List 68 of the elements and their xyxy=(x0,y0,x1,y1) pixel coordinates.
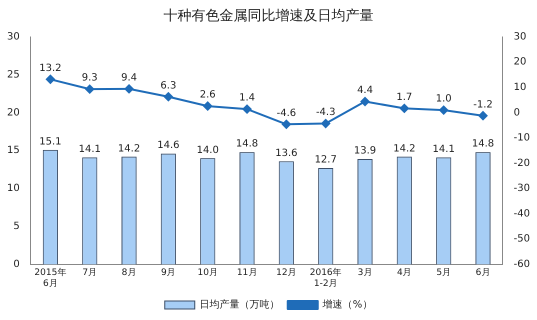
data-label: 1.7 xyxy=(396,92,412,103)
data-label: 15.1 xyxy=(39,136,62,148)
data-label: -4.3 xyxy=(316,107,336,118)
x-tick-label: 11月 xyxy=(236,268,258,278)
point xyxy=(400,104,409,113)
x-tick-label: 8月 xyxy=(122,268,136,278)
y2-tick-label: 30 xyxy=(514,31,526,42)
point xyxy=(203,102,212,111)
y2-tick-label: -40 xyxy=(514,208,530,220)
x-tick-label: 7月 xyxy=(82,268,98,278)
x-tick-label: 5月 xyxy=(436,268,452,278)
data-label: 9.4 xyxy=(121,72,137,84)
data-label: 14.2 xyxy=(393,143,416,154)
data-label: 14.8 xyxy=(236,138,258,150)
legend-label: 日均产量（万吨） xyxy=(200,298,280,311)
point xyxy=(282,120,291,129)
point xyxy=(439,106,448,115)
y2-tick-label: -10 xyxy=(514,132,530,144)
point xyxy=(46,74,55,84)
y-tick-label: 30 xyxy=(6,31,20,42)
y2-tick-label: 20 xyxy=(514,56,526,68)
point xyxy=(164,92,173,102)
data-label: 13.2 xyxy=(39,62,62,74)
point xyxy=(478,111,488,120)
x-tick-label: 2015年 6月 xyxy=(34,267,66,289)
data-label: 14.8 xyxy=(472,138,494,150)
y-tick-label: 10 xyxy=(6,183,20,194)
chart-title: 十种有色金属同比增速及日均产量 xyxy=(164,8,374,24)
point xyxy=(360,97,370,106)
data-label: -4.6 xyxy=(276,108,296,119)
y-tick-label: 0 xyxy=(13,258,20,270)
data-label: 14.1 xyxy=(432,144,455,156)
point xyxy=(124,84,134,94)
data-label: 1.0 xyxy=(436,94,452,105)
y-tick-label: 15 xyxy=(6,145,20,156)
y2-tick-label: -20 xyxy=(514,158,530,169)
x-tick-label: 9月 xyxy=(161,268,176,278)
data-label: 9.3 xyxy=(82,72,98,84)
y-tick-label: 5 xyxy=(13,221,20,232)
point xyxy=(242,104,252,114)
y2-tick-label: 0 xyxy=(514,107,520,118)
x-tick-label: 6月 xyxy=(476,268,490,278)
data-label: 13.6 xyxy=(275,148,298,159)
legend-label: 增速（%） xyxy=(322,298,372,311)
data-label: 2.6 xyxy=(200,90,216,101)
data-label: 1.4 xyxy=(239,92,255,104)
data-label: 14.2 xyxy=(118,143,140,154)
data-label: 14.1 xyxy=(78,144,101,156)
x-tick-label: 2016年 1-2月 xyxy=(310,267,342,289)
y2-tick-label: -50 xyxy=(514,234,530,245)
point xyxy=(321,119,330,128)
y2-tick-label: -30 xyxy=(514,183,530,194)
data-label: 14.0 xyxy=(196,144,219,156)
y2-tick-label: 10 xyxy=(514,82,526,93)
data-label: 13.9 xyxy=(354,146,376,157)
x-tick-label: 3月 xyxy=(358,268,372,278)
point xyxy=(85,84,94,94)
y2-tick-label: -60 xyxy=(514,258,530,270)
data-label: 4.4 xyxy=(357,85,373,96)
data-label: -1.2 xyxy=(473,99,493,110)
x-tick-label: 12月 xyxy=(276,268,297,278)
x-tick-label: 10月 xyxy=(197,268,218,278)
data-label: 14.6 xyxy=(157,140,180,152)
y-tick-label: 20 xyxy=(6,107,20,118)
y-tick-label: 25 xyxy=(6,69,20,80)
data-label: 12.7 xyxy=(314,154,337,166)
x-tick-label: 4月 xyxy=(396,268,412,278)
data-label: 6.3 xyxy=(160,80,176,92)
